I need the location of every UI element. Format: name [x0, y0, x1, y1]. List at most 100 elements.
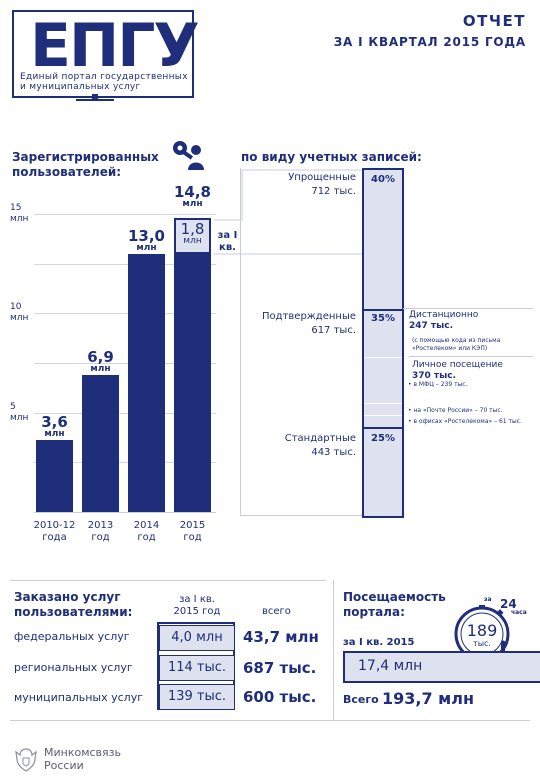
- x-tick-line2: года: [42, 532, 67, 543]
- ministry-name: Минкомсвязь России: [44, 746, 121, 772]
- visits-quarter-label: за I кв. 2015: [343, 637, 415, 648]
- bar-value-number: 3,6: [41, 413, 68, 432]
- personal-title: Личное посещение: [412, 360, 503, 370]
- logo-subtitle-line2: и муниципальных услуг: [20, 82, 141, 92]
- y-gridline: [34, 313, 216, 315]
- accounts-subdivider-3: [364, 415, 402, 416]
- users-section-title: Зарегистрированных пользователей:: [12, 150, 159, 180]
- clock-hours-unit: часа: [511, 609, 527, 616]
- user-key-icon: [173, 141, 204, 170]
- account-confirmed-name: Подтвержденные: [262, 311, 356, 322]
- visits-total-label: Всего: [343, 693, 379, 706]
- x-axis-baseline: [34, 512, 216, 513]
- pct-confirmed: 35%: [371, 313, 395, 324]
- service-row-federal-total: 43,7 млн: [243, 628, 319, 646]
- account-simplified-name: Упрощенные: [288, 172, 356, 183]
- personal-item-post-text: на «Почте России» – 70 тыс.: [413, 407, 503, 414]
- x-tick-label-3: 2015 год: [166, 520, 219, 544]
- remote-verification: Дистанционно 247 тыс.: [409, 310, 533, 332]
- bar-value-label-2: 13,0 млн: [122, 228, 171, 253]
- y-tick-label: 5: [10, 401, 16, 412]
- x-tick-line2: год: [91, 532, 110, 543]
- service-row-regional-total: 687 тыс.: [243, 659, 317, 677]
- service-row-municipal-quarter: 139 тыс.: [159, 684, 235, 710]
- accounts-divider-2: [364, 427, 402, 429]
- bar-value-unit: млн: [136, 242, 157, 253]
- account-simplified-value: 712 тыс.: [311, 186, 356, 197]
- users-bar-chart: 5 млн 10 млн 15 млн 3,6 млн 2010-12 года 6,9 млн 201…: [0, 0, 240, 560]
- bar-0: [36, 440, 73, 512]
- service-row-municipal-total: 600 тыс.: [243, 688, 317, 706]
- services-col-quarter: за I кв. 2015 год: [160, 594, 234, 618]
- accounts-subdivider-2: [364, 403, 402, 404]
- coat-of-arms-icon: [15, 748, 37, 772]
- visits-quarter-box: [343, 651, 540, 683]
- section-divider-vertical: [333, 580, 334, 720]
- report-subtitle: ЗА I КВАРТАЛ 2015 ГОДА: [333, 35, 526, 49]
- visits-title: Посещаемость портала:: [343, 590, 446, 620]
- remote-title: Дистанционно: [409, 310, 479, 320]
- pct-standard: 25%: [371, 433, 395, 444]
- remote-separator: [409, 356, 533, 357]
- personal-visit: Личное посещение 370 тыс.: [412, 360, 536, 382]
- personal-item-post: • на «Почте России» – 70 тыс.: [408, 407, 503, 414]
- bar-value-number: 14,8: [173, 182, 211, 201]
- bar-1: [82, 374, 119, 512]
- bar-value-label-1: 6,9 млн: [76, 349, 125, 374]
- y-gridline: [34, 214, 216, 215]
- accounts-subdivider-1: [364, 357, 402, 358]
- users-title-line2: пользователей:: [12, 165, 122, 179]
- service-row-municipal-label: муниципальных услуг: [14, 691, 143, 704]
- accounts-bracket-bottom: [240, 515, 364, 516]
- confirmed-breakdown-line: [403, 308, 533, 309]
- bar-2: [128, 253, 165, 512]
- x-tick-label-2: 2014 год: [120, 520, 173, 544]
- services-col-quarter-line1: за I кв.: [179, 594, 215, 605]
- visits-title-line2: портала:: [343, 605, 405, 619]
- personal-item-mfc: • в МФЦ – 239 тыс.: [408, 381, 468, 388]
- personal-item-mfc-text: в МФЦ – 239 тыс.: [413, 381, 468, 388]
- clock-prefix: за: [484, 596, 492, 603]
- bar-value-label-3: 14,8 млн: [168, 184, 217, 209]
- logo-subtitle: Единый портал государственных и муниципа…: [20, 72, 188, 92]
- services-title-line2: пользователями:: [14, 605, 133, 619]
- users-title-line1: Зарегистрированных: [12, 150, 159, 164]
- clock-icon: [454, 605, 510, 662]
- clock-value-unit: тыс.: [473, 639, 491, 648]
- ministry-line1: Минкомсвязь: [44, 746, 121, 759]
- bar-value-unit: млн: [90, 363, 111, 374]
- services-col-total: всего: [262, 606, 291, 617]
- pct-simplified: 40%: [371, 174, 395, 185]
- clock-value: 189: [466, 621, 498, 640]
- y-minor-gridline: [34, 263, 216, 265]
- bar-q1-increment-label: 1,8 млн: [174, 221, 211, 246]
- y-tick-unit: млн: [10, 214, 29, 224]
- service-row-federal-quarter: 4,0 млн: [159, 625, 235, 651]
- services-title-line1: Заказано услуг: [14, 590, 121, 604]
- x-tick-line1: 2014: [133, 520, 160, 531]
- services-col-quarter-line2: 2015 год: [173, 606, 221, 617]
- service-row-federal-label: федеральных услуг: [14, 630, 130, 643]
- bar-value-number: 13,0: [127, 226, 165, 245]
- clock-hours: 24: [500, 597, 517, 611]
- y-tick-unit: млн: [10, 313, 29, 324]
- monitor-base: [76, 99, 114, 101]
- account-confirmed-value: 617 тыс.: [311, 325, 356, 336]
- service-row-regional-label: региональных услуг: [14, 661, 133, 674]
- x-tick-line2: год: [137, 532, 156, 543]
- x-tick-label-1: 2013 год: [74, 520, 127, 544]
- y-gridline: [34, 412, 216, 414]
- personal-value: 370 тыс.: [412, 371, 457, 381]
- monitor-stand: [92, 94, 98, 100]
- bar-q1-increment-unit: млн: [183, 235, 202, 246]
- x-tick-line1: 2010-12: [33, 520, 76, 531]
- bar-q1-increment: [174, 217, 211, 254]
- bar-3: [174, 217, 211, 512]
- bar-value-label-0: 3,6 млн: [30, 414, 79, 439]
- visits-quarter-value: 17,4 млн: [358, 658, 423, 674]
- accounts-bracket-left: [240, 168, 241, 516]
- x-tick-line1: 2015: [179, 520, 206, 531]
- account-standard-name: Стандартные: [284, 433, 356, 444]
- bar-value-number: 6,9: [87, 347, 114, 366]
- bar-value-unit: млн: [44, 429, 65, 440]
